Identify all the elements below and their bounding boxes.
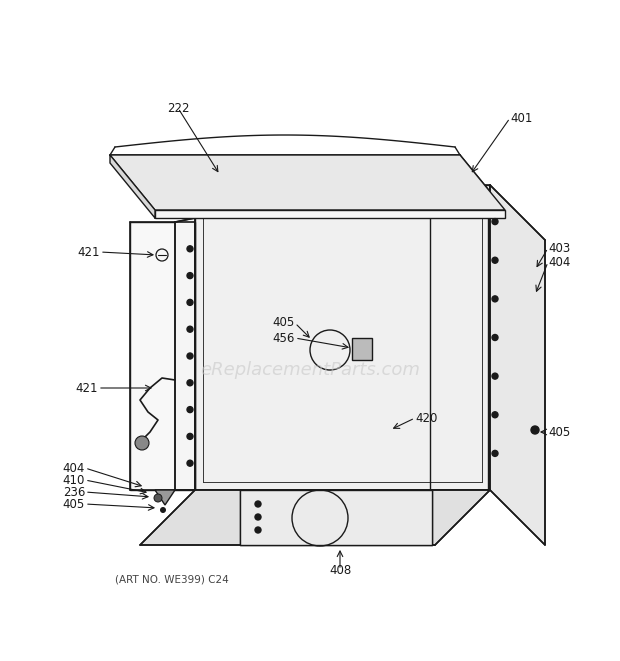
Circle shape (187, 380, 193, 386)
Text: 403: 403 (548, 241, 570, 254)
Polygon shape (195, 185, 490, 490)
Text: 236: 236 (63, 485, 85, 498)
Circle shape (154, 494, 162, 502)
Text: 410: 410 (63, 473, 85, 486)
Text: 405: 405 (63, 498, 85, 510)
Circle shape (492, 450, 498, 456)
Text: 401: 401 (510, 112, 533, 124)
Circle shape (255, 501, 261, 507)
Polygon shape (155, 490, 175, 505)
Circle shape (187, 272, 193, 278)
Circle shape (135, 436, 149, 450)
Circle shape (492, 219, 498, 225)
Circle shape (531, 426, 539, 434)
Circle shape (255, 514, 261, 520)
Text: 404: 404 (63, 461, 85, 475)
Circle shape (492, 334, 498, 340)
Circle shape (492, 296, 498, 302)
Circle shape (187, 299, 193, 305)
Text: (ART NO. WE399) C24: (ART NO. WE399) C24 (115, 575, 229, 585)
Circle shape (187, 460, 193, 466)
Circle shape (187, 434, 193, 440)
Text: 405: 405 (273, 317, 295, 329)
Text: 222: 222 (167, 102, 189, 114)
Circle shape (160, 507, 166, 513)
Circle shape (187, 326, 193, 332)
Polygon shape (240, 490, 432, 545)
Text: 421: 421 (78, 245, 100, 258)
Polygon shape (140, 490, 490, 545)
Polygon shape (110, 155, 505, 210)
Circle shape (187, 246, 193, 252)
Circle shape (187, 407, 193, 412)
Text: 408: 408 (329, 563, 351, 576)
Polygon shape (490, 185, 545, 545)
Circle shape (255, 527, 261, 533)
Polygon shape (130, 222, 195, 490)
Text: 420: 420 (415, 412, 437, 424)
Polygon shape (155, 210, 505, 218)
FancyBboxPatch shape (352, 338, 372, 360)
Circle shape (492, 257, 498, 263)
Circle shape (492, 412, 498, 418)
Text: eReplacementParts.com: eReplacementParts.com (200, 361, 420, 379)
Text: 421: 421 (76, 381, 98, 395)
Polygon shape (175, 218, 195, 490)
Text: 404: 404 (548, 256, 570, 268)
Polygon shape (110, 155, 155, 218)
Circle shape (492, 373, 498, 379)
Text: 456: 456 (273, 332, 295, 344)
Circle shape (187, 353, 193, 359)
Text: 405: 405 (548, 426, 570, 438)
